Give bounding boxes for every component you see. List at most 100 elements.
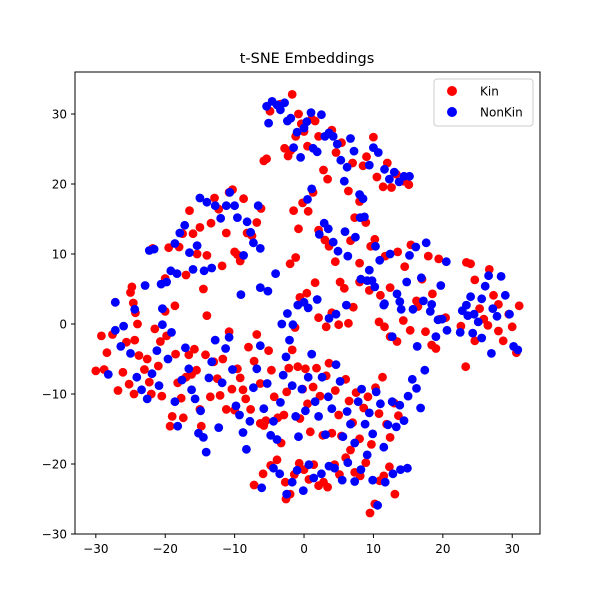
data-point	[133, 319, 142, 329]
data-point	[214, 423, 224, 432]
data-point	[269, 416, 278, 426]
legend-marker-nonkin	[447, 107, 457, 117]
data-point	[473, 317, 483, 327]
data-point	[335, 277, 345, 287]
data-point	[137, 385, 147, 395]
x-tick-label: −30	[83, 542, 108, 556]
data-point	[343, 251, 353, 261]
data-point	[279, 410, 289, 420]
data-point	[364, 160, 374, 170]
data-point	[368, 429, 378, 439]
data-point	[307, 349, 317, 359]
data-point	[375, 255, 385, 265]
data-point	[165, 421, 175, 431]
data-point	[351, 232, 360, 242]
data-point	[323, 224, 333, 234]
data-point	[421, 327, 430, 337]
data-point	[350, 477, 360, 486]
data-point	[419, 296, 428, 306]
data-point	[412, 384, 421, 393]
data-point	[167, 412, 177, 421]
data-point	[190, 394, 200, 404]
data-point	[301, 406, 310, 416]
data-point	[489, 290, 498, 300]
data-point	[362, 276, 372, 285]
data-point	[157, 391, 167, 401]
data-point	[405, 171, 414, 181]
data-point	[287, 90, 297, 99]
data-point	[405, 251, 414, 260]
data-point	[423, 251, 433, 261]
data-point	[466, 292, 475, 302]
legend: Kin NonKin	[433, 78, 534, 127]
data-point	[296, 153, 305, 162]
data-point	[184, 364, 194, 374]
data-point	[303, 195, 312, 204]
data-point	[360, 212, 369, 222]
data-point	[262, 379, 272, 388]
data-point	[320, 235, 330, 245]
data-point	[202, 251, 212, 260]
data-point	[376, 290, 385, 300]
data-point	[306, 108, 316, 117]
data-point	[97, 331, 106, 341]
data-point	[110, 297, 120, 307]
data-point	[262, 154, 271, 164]
data-point	[370, 234, 380, 244]
data-point	[129, 389, 139, 399]
data-point	[163, 354, 173, 364]
data-point	[327, 404, 337, 414]
data-point	[371, 387, 381, 397]
data-point	[132, 372, 142, 382]
data-point	[282, 489, 292, 499]
data-point	[244, 342, 253, 352]
data-point	[442, 325, 452, 335]
data-point	[357, 384, 366, 394]
x-tick-label: 30	[505, 542, 520, 556]
data-point	[402, 277, 412, 287]
data-point	[140, 281, 150, 290]
data-point	[324, 314, 334, 323]
y-tick-label: 0	[59, 317, 67, 331]
data-point	[269, 392, 279, 402]
data-point	[334, 320, 344, 330]
data-point	[195, 223, 205, 232]
data-point	[124, 379, 134, 389]
data-point	[484, 271, 493, 281]
data-point	[164, 243, 174, 253]
data-points	[91, 90, 524, 518]
data-point	[210, 335, 220, 345]
data-point	[346, 419, 355, 429]
data-point	[231, 401, 241, 411]
data-point	[389, 167, 399, 177]
data-point	[317, 372, 327, 382]
data-point	[356, 465, 366, 474]
data-point	[380, 164, 389, 174]
data-point	[233, 213, 242, 223]
data-point	[334, 410, 344, 420]
data-point	[494, 326, 503, 336]
data-point	[475, 304, 484, 313]
data-point	[477, 294, 487, 304]
data-point	[187, 385, 197, 395]
data-point	[173, 421, 183, 431]
data-point	[276, 105, 285, 115]
data-point	[259, 404, 269, 414]
data-point	[266, 430, 276, 440]
data-point	[328, 237, 338, 247]
data-point	[323, 392, 333, 402]
data-point	[206, 218, 216, 228]
data-point	[428, 289, 437, 299]
data-point	[310, 116, 320, 126]
data-point	[317, 110, 326, 120]
data-point	[188, 265, 198, 274]
data-point	[177, 375, 187, 385]
data-point	[287, 345, 297, 355]
data-point	[385, 249, 395, 259]
data-point	[398, 316, 408, 325]
data-point	[170, 239, 180, 248]
data-point	[294, 432, 303, 442]
data-point	[210, 193, 219, 203]
data-point	[103, 370, 113, 379]
data-point	[332, 139, 342, 149]
